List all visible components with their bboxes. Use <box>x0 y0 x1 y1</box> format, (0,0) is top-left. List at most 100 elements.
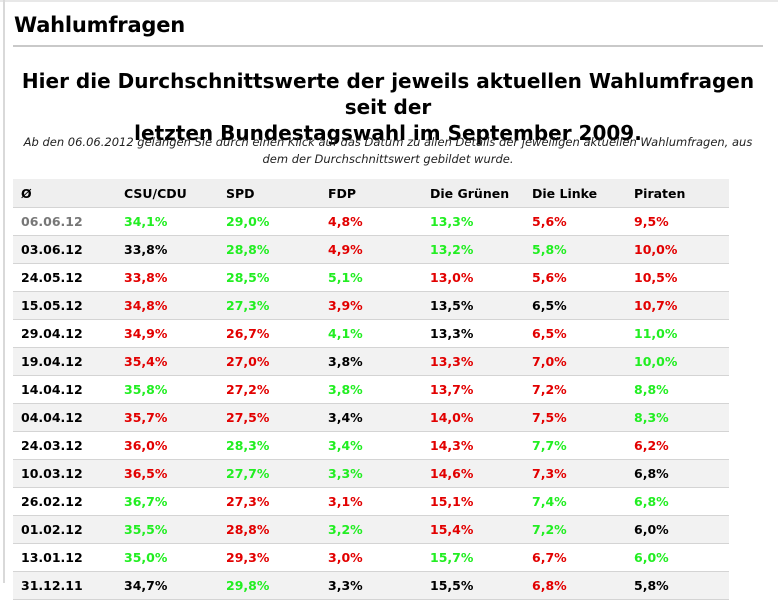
table-row: 14.04.12 35,8% 27,2% 3,8% 13,7% 7,2% 8,8% <box>13 375 729 404</box>
value-gruene: 15,5% <box>422 571 524 600</box>
table-row: 10.03.12 36,5% 27,7% 3,3% 14,6% 7,3% 6,8% <box>13 459 729 488</box>
value-fdp: 3,3% <box>320 459 422 488</box>
value-csu-cdu: 34,8% <box>116 291 218 320</box>
headline-line-2: letzten Bundestagswahl im September 2009… <box>134 121 642 145</box>
value-csu-cdu: 36,5% <box>116 459 218 488</box>
value-linke: 7,3% <box>524 459 626 488</box>
value-csu-cdu: 34,9% <box>116 319 218 348</box>
value-gruene: 13,3% <box>422 207 524 236</box>
value-gruene: 13,7% <box>422 375 524 404</box>
table-row: 29.04.12 34,9% 26,7% 4,1% 13,3% 6,5% 11,0% <box>13 319 729 348</box>
table-row: 06.06.12 34,1% 29,0% 4,8% 13,3% 5,6% 9,5% <box>13 207 729 236</box>
table-header-row: Ø CSU/CDU SPD FDP Die Grünen Die Linke P… <box>13 179 729 208</box>
table-row: 04.04.12 35,7% 27,5% 3,4% 14,0% 7,5% 8,3% <box>13 403 729 432</box>
table-row: 19.04.12 35,4% 27,0% 3,8% 13,3% 7,0% 10,0% <box>13 347 729 376</box>
value-spd: 28,8% <box>218 235 320 264</box>
value-piraten: 6,8% <box>626 459 729 488</box>
value-spd: 27,7% <box>218 459 320 488</box>
date-link[interactable]: 06.06.12 <box>13 207 116 236</box>
table-row: 24.03.12 36,0% 28,3% 3,4% 14,3% 7,7% 6,2% <box>13 431 729 460</box>
table-row: 01.02.12 35,5% 28,8% 3,2% 15,4% 7,2% 6,0% <box>13 515 729 544</box>
value-piraten: 5,8% <box>626 571 729 600</box>
header-fdp: FDP <box>320 179 422 208</box>
value-csu-cdu: 35,0% <box>116 543 218 572</box>
value-linke: 5,8% <box>524 235 626 264</box>
table-row: 03.06.12 33,8% 28,8% 4,9% 13,2% 5,8% 10,0% <box>13 235 729 264</box>
date-link[interactable]: 04.04.12 <box>13 403 116 432</box>
value-fdp: 3,9% <box>320 291 422 320</box>
value-spd: 27,3% <box>218 291 320 320</box>
value-gruene: 15,4% <box>422 515 524 544</box>
value-csu-cdu: 33,8% <box>116 235 218 264</box>
value-linke: 7,2% <box>524 515 626 544</box>
title-divider <box>13 45 763 47</box>
value-spd: 27,5% <box>218 403 320 432</box>
header-average: Ø <box>13 179 116 208</box>
value-piraten: 10,7% <box>626 291 729 320</box>
header-csu-cdu: CSU/CDU <box>116 179 218 208</box>
value-piraten: 10,0% <box>626 347 729 376</box>
date-link[interactable]: 26.02.12 <box>13 487 116 516</box>
value-linke: 6,7% <box>524 543 626 572</box>
value-linke: 6,5% <box>524 291 626 320</box>
value-linke: 7,4% <box>524 487 626 516</box>
value-piraten: 6,2% <box>626 431 729 460</box>
date-link[interactable]: 31.12.11 <box>13 571 116 600</box>
value-spd: 28,8% <box>218 515 320 544</box>
value-csu-cdu: 36,7% <box>116 487 218 516</box>
date-link[interactable]: 24.05.12 <box>13 263 116 292</box>
value-piraten: 6,0% <box>626 515 729 544</box>
header-piraten: Piraten <box>626 179 729 208</box>
value-gruene: 14,3% <box>422 431 524 460</box>
table-row: 31.12.11 34,7% 29,8% 3,3% 15,5% 6,8% 5,8% <box>13 571 729 600</box>
value-linke: 7,2% <box>524 375 626 404</box>
value-spd: 27,3% <box>218 487 320 516</box>
table-row: 26.02.12 36,7% 27,3% 3,1% 15,1% 7,4% 6,8% <box>13 487 729 516</box>
value-spd: 29,3% <box>218 543 320 572</box>
value-fdp: 3,8% <box>320 375 422 404</box>
value-linke: 6,8% <box>524 571 626 600</box>
value-csu-cdu: 34,7% <box>116 571 218 600</box>
value-linke: 5,6% <box>524 263 626 292</box>
value-linke: 7,0% <box>524 347 626 376</box>
date-link[interactable]: 01.02.12 <box>13 515 116 544</box>
table-row: 15.05.12 34,8% 27,3% 3,9% 13,5% 6,5% 10,7% <box>13 291 729 320</box>
date-link[interactable]: 24.03.12 <box>13 431 116 460</box>
date-link[interactable]: 29.04.12 <box>13 319 116 348</box>
date-link[interactable]: 14.04.12 <box>13 375 116 404</box>
date-link[interactable]: 13.01.12 <box>13 543 116 572</box>
date-link[interactable]: 10.03.12 <box>13 459 116 488</box>
value-spd: 27,2% <box>218 375 320 404</box>
value-csu-cdu: 35,4% <box>116 347 218 376</box>
value-piraten: 10,0% <box>626 235 729 264</box>
value-csu-cdu: 35,5% <box>116 515 218 544</box>
date-link[interactable]: 19.04.12 <box>13 347 116 376</box>
value-piraten: 8,8% <box>626 375 729 404</box>
value-piraten: 8,3% <box>626 403 729 432</box>
value-fdp: 4,8% <box>320 207 422 236</box>
date-link[interactable]: 03.06.12 <box>13 235 116 264</box>
window-top-border <box>0 0 778 2</box>
intro-text: Ab den 06.06.2012 gelangen Sie durch ein… <box>13 134 763 168</box>
header-gruene: Die Grünen <box>422 179 524 208</box>
value-gruene: 15,1% <box>422 487 524 516</box>
table-row: 13.01.12 35,0% 29,3% 3,0% 15,7% 6,7% 6,0% <box>13 543 729 572</box>
value-piraten: 9,5% <box>626 207 729 236</box>
value-gruene: 13,3% <box>422 347 524 376</box>
value-fdp: 3,2% <box>320 515 422 544</box>
value-fdp: 3,3% <box>320 571 422 600</box>
value-fdp: 4,1% <box>320 319 422 348</box>
intro-line-1: Ab den 06.06.2012 gelangen Sie durch ein… <box>23 135 753 149</box>
value-gruene: 13,5% <box>422 291 524 320</box>
headline-line-1: Hier die Durchschnittswerte der jeweils … <box>21 69 755 119</box>
value-fdp: 3,8% <box>320 347 422 376</box>
header-spd: SPD <box>218 179 320 208</box>
poll-averages-table: Ø CSU/CDU SPD FDP Die Grünen Die Linke P… <box>13 179 729 600</box>
value-gruene: 13,3% <box>422 319 524 348</box>
headline: Hier die Durchschnittswerte der jeweils … <box>13 68 763 146</box>
value-linke: 5,6% <box>524 207 626 236</box>
date-link[interactable]: 15.05.12 <box>13 291 116 320</box>
value-csu-cdu: 34,1% <box>116 207 218 236</box>
value-linke: 6,5% <box>524 319 626 348</box>
value-gruene: 15,7% <box>422 543 524 572</box>
